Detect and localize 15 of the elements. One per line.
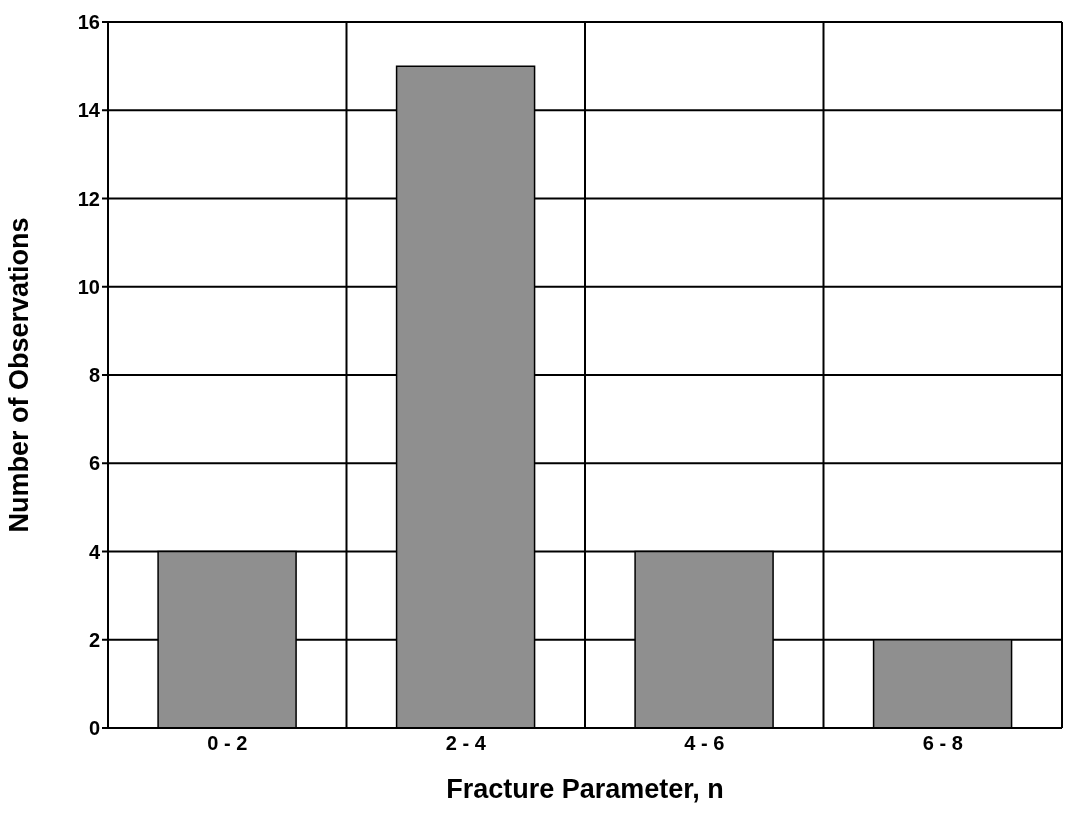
x-tick-label: 2 - 4 (445, 732, 487, 755)
y-tick-label: 10 (77, 275, 100, 298)
x-axis-title: Fracture Parameter, n (446, 774, 724, 804)
y-tick-label: 16 (77, 11, 100, 34)
y-tick-label: 4 (88, 540, 101, 563)
x-tick-label: 0 - 2 (207, 732, 248, 755)
y-tick-label: 8 (88, 364, 100, 387)
x-tick-label: 4 - 6 (684, 732, 725, 755)
y-tick-label: 12 (77, 187, 100, 210)
x-tick-label: 6 - 8 (922, 732, 963, 755)
y-tick-label: 0 (88, 717, 100, 740)
y-axis-title: Number of Observations (3, 217, 34, 533)
y-tick-label: 6 (88, 452, 100, 475)
y-tick-label: 14 (77, 99, 101, 122)
y-tick-label: 2 (88, 628, 100, 651)
